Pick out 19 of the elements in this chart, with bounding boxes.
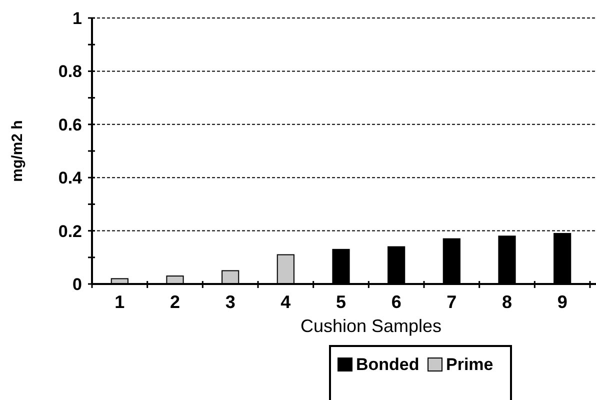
x-tick-label: 2 bbox=[170, 292, 180, 312]
y-tick-label: 0 bbox=[72, 274, 82, 294]
x-tick-label: 3 bbox=[225, 292, 236, 312]
x-tick-label: 1 bbox=[114, 292, 125, 312]
y-tick-label: 1 bbox=[72, 8, 82, 28]
y-tick-label: 0.4 bbox=[58, 168, 83, 188]
legend-label: Prime bbox=[446, 355, 494, 374]
y-tick-label: 0.8 bbox=[58, 62, 82, 82]
legend-label: Bonded bbox=[356, 355, 420, 374]
x-axis-title: Cushion Samples bbox=[300, 316, 442, 336]
x-tick-label: 5 bbox=[336, 292, 346, 312]
y-axis-title: mg/m2 h bbox=[9, 120, 26, 182]
x-tick-label: 8 bbox=[502, 292, 512, 312]
x-tick-label: 9 bbox=[557, 292, 568, 312]
y-tick-label: 0.2 bbox=[58, 222, 82, 241]
x-tick-label: 6 bbox=[391, 292, 402, 312]
x-tick-label: 4 bbox=[280, 292, 291, 312]
y-tick-label: 0.6 bbox=[58, 115, 82, 134]
x-tick-label: 7 bbox=[446, 292, 457, 312]
